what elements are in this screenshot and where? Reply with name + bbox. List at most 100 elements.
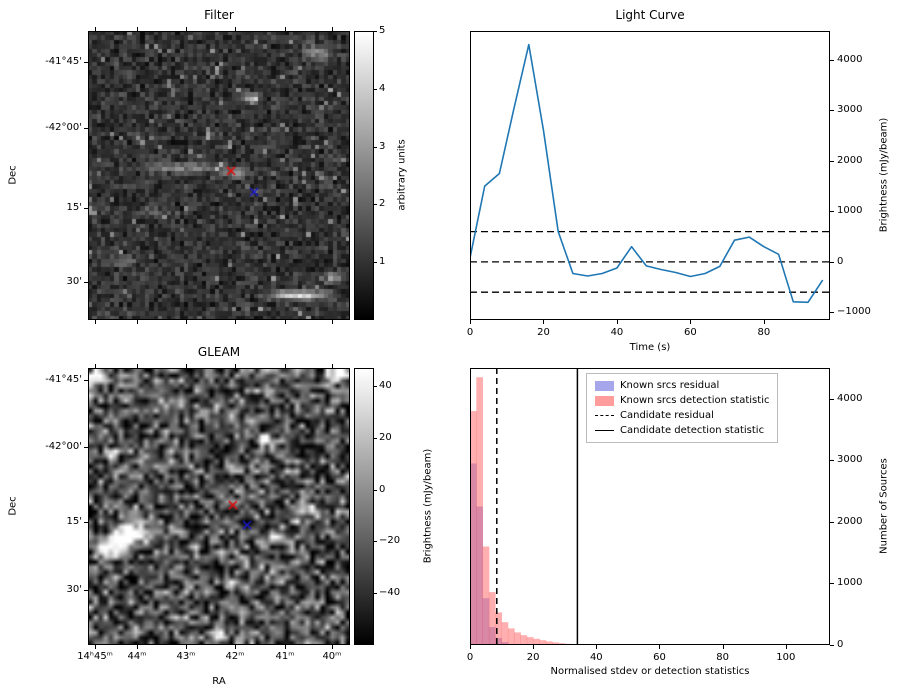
histogram-plot: [470, 368, 830, 645]
tick-mark: [830, 521, 834, 523]
y-tick-label: −1000: [837, 306, 871, 318]
x-tick-label: 0: [466, 652, 474, 663]
legend-label: Known srcs detection statistic: [620, 395, 770, 406]
tick-mark: [84, 446, 88, 448]
x-tick-label: 80: [757, 327, 771, 338]
tick-mark: [185, 27, 187, 31]
y-tick-label: 3000: [837, 104, 863, 116]
histogram-ylabel: Number of Sources: [878, 458, 890, 554]
tick-mark: [95, 645, 97, 649]
legend-item: Known srcs residual: [595, 378, 769, 393]
colorbar-tick-label: 2: [379, 198, 386, 210]
tick-mark: [331, 320, 333, 324]
gleam-ylabel: Dec: [7, 496, 19, 516]
tick-mark: [136, 364, 138, 368]
tick-mark: [470, 320, 471, 324]
legend-item: Candidate residual: [595, 408, 769, 423]
x-tick-label: 40: [589, 652, 603, 663]
light-curve-plot: [470, 31, 830, 320]
tick-mark: [374, 262, 377, 264]
y-tick-label: -41°45': [45, 373, 82, 385]
y-tick-label: 15': [66, 516, 82, 527]
colorbar-tick-label: 4: [379, 82, 386, 94]
gleam-title: GLEAM: [197, 345, 241, 359]
colorbar-tick-label: −20: [379, 535, 401, 547]
x-tick-label: 60: [684, 327, 697, 338]
legend-label: Candidate detection statistic: [620, 425, 765, 436]
filter-colorbar: [354, 31, 374, 320]
tick-mark: [830, 312, 834, 314]
tick-mark: [690, 320, 692, 324]
tick-mark: [234, 645, 236, 649]
legend-label: Candidate residual: [620, 410, 714, 421]
tick-mark: [374, 146, 377, 148]
colorbar-tick-label: 1: [379, 256, 386, 268]
filter-title: Filter: [204, 8, 234, 22]
x-tick-label: 80: [716, 652, 729, 663]
tick-mark: [285, 27, 287, 31]
colorbar-tick-label: 5: [379, 25, 386, 36]
filter-image: [88, 31, 350, 320]
y-tick-label: 1000: [837, 205, 863, 217]
tick-mark: [830, 59, 834, 61]
tick-mark: [830, 160, 834, 162]
tick-mark: [374, 489, 377, 491]
y-tick-label: 0: [837, 639, 844, 650]
gleam-image: [88, 368, 350, 645]
gleam-colorbar-label: Brightness (mJy/beam): [422, 448, 434, 564]
x-tick-label: 20: [537, 327, 550, 338]
tick-mark: [331, 645, 333, 649]
y-tick-label: 3000: [837, 454, 863, 466]
light-curve-title: Light Curve: [615, 8, 685, 22]
x-tick-label: 20: [526, 652, 540, 663]
x-tick-label: 44ᵐ: [127, 651, 147, 662]
y-tick-label: 2000: [837, 515, 863, 527]
x-tick-label: 40ᵐ: [322, 651, 342, 662]
tick-mark: [285, 645, 287, 649]
legend-item: Candidate detection statistic: [595, 423, 769, 438]
y-tick-label: -41°45': [45, 55, 82, 67]
tick-mark: [84, 379, 88, 381]
legend-item: Known srcs detection statistic: [595, 393, 769, 408]
y-tick-label: 15': [66, 201, 82, 213]
tick-mark: [830, 583, 834, 585]
x-tick-label: 42ᵐ: [225, 651, 245, 662]
legend-swatch-patch0: [595, 380, 614, 391]
colorbar-tick-label: 0: [379, 483, 386, 495]
filter-ylabel: Dec: [7, 165, 19, 185]
tick-mark: [234, 320, 236, 324]
tick-mark: [84, 589, 88, 591]
tick-mark: [374, 386, 377, 387]
tick-mark: [830, 460, 834, 462]
tick-mark: [616, 320, 618, 324]
tick-mark: [285, 364, 287, 368]
tick-mark: [185, 320, 187, 324]
colorbar-tick-label: −40: [379, 587, 401, 599]
tick-mark: [331, 364, 333, 368]
tick-mark: [285, 320, 287, 324]
tick-mark: [543, 320, 545, 324]
tick-mark: [95, 364, 97, 368]
tick-mark: [785, 645, 787, 649]
tick-mark: [533, 645, 535, 649]
legend-label: Known srcs residual: [620, 380, 720, 391]
tick-mark: [136, 645, 138, 649]
tick-mark: [84, 207, 88, 209]
colorbar-tick-label: 3: [379, 140, 386, 152]
colorbar-tick-label: 40: [379, 380, 392, 391]
light-curve-ylabel: Brightness (mJy/beam): [878, 117, 890, 233]
y-tick-label: 1000: [837, 577, 863, 589]
tick-mark: [95, 27, 97, 31]
tick-mark: [374, 593, 377, 595]
tick-mark: [374, 31, 377, 32]
x-tick-label: 14ʰ45ᵐ: [77, 651, 113, 662]
histogram-legend: Known srcs residual Known srcs detection …: [586, 373, 779, 443]
y-tick-label: 4000: [837, 53, 863, 65]
tick-mark: [596, 645, 598, 649]
tick-mark: [374, 88, 377, 90]
tick-mark: [374, 204, 377, 206]
tick-mark: [763, 320, 765, 324]
tick-mark: [374, 437, 377, 439]
x-tick-label: 0: [466, 327, 474, 338]
